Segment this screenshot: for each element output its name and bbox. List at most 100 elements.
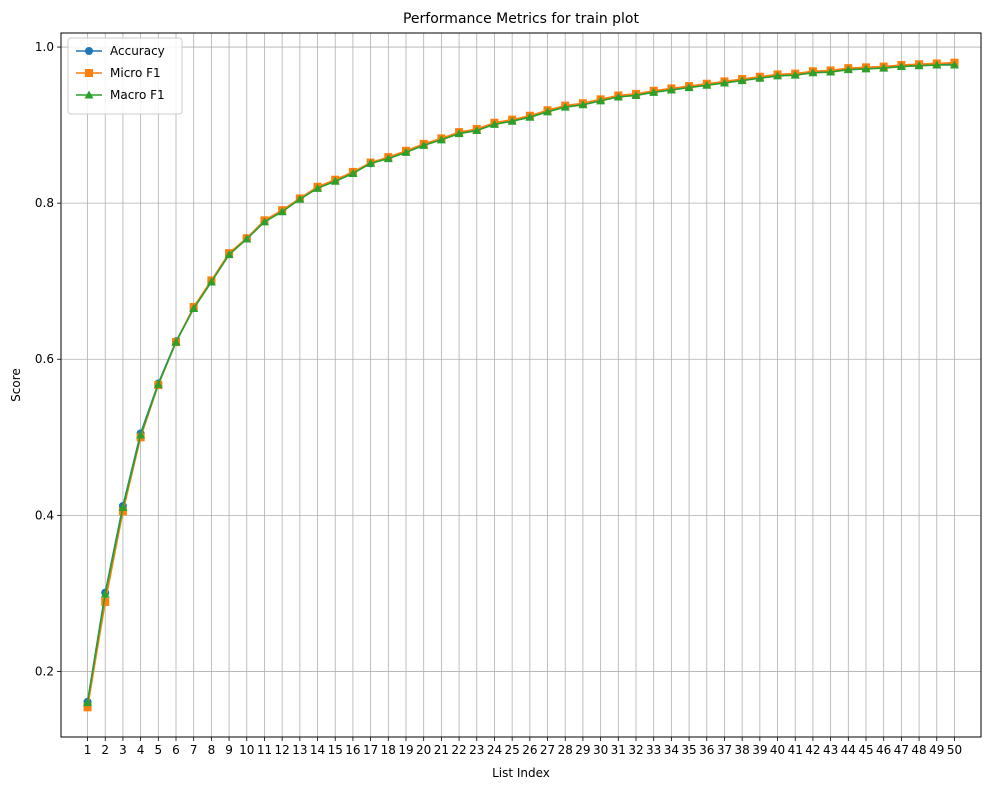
legend-marker: [84, 90, 94, 99]
data-point-macro-f1: [383, 154, 393, 163]
data-point-macro-f1: [454, 129, 464, 138]
data-point-macro-f1: [578, 100, 588, 109]
legend-label: Macro F1: [110, 88, 165, 102]
x-tick-label: 20: [416, 743, 431, 757]
x-tick-label: 19: [398, 743, 413, 757]
data-point-macro-f1: [719, 78, 729, 87]
x-tick-label: 36: [699, 743, 714, 757]
data-point-macro-f1: [613, 92, 623, 101]
data-point-macro-f1: [313, 183, 323, 192]
data-point-macro-f1: [861, 64, 871, 73]
y-tick-label: 0.8: [35, 196, 54, 210]
x-tick-label: 5: [154, 743, 162, 757]
series-macro-f1: [83, 60, 959, 707]
legend-marker: [85, 47, 93, 55]
x-tick-label: 43: [823, 743, 838, 757]
legend-item-micro-f1: Micro F1: [76, 66, 161, 80]
data-point-macro-f1: [189, 304, 199, 313]
legend-marker: [85, 69, 93, 77]
data-point-macro-f1: [666, 85, 676, 94]
x-tick-label: 12: [275, 743, 290, 757]
y-axis-label: Score: [9, 368, 23, 402]
x-tick-label: 32: [628, 743, 643, 757]
x-tick-label: 24: [487, 743, 502, 757]
x-tick-label: 10: [239, 743, 254, 757]
x-tick-label: 21: [434, 743, 449, 757]
data-point-macro-f1: [507, 116, 517, 125]
x-tick-label: 25: [505, 743, 520, 757]
legend: Accuracy Micro F1 Macro F1: [67, 37, 183, 115]
data-point-macro-f1: [560, 102, 570, 111]
x-tick-label: 26: [522, 743, 537, 757]
data-point-macro-f1: [755, 73, 765, 82]
y-tick-label: 0.2: [35, 664, 54, 678]
data-point-macro-f1: [525, 112, 535, 121]
y-tick-label: 0.4: [35, 508, 54, 522]
legend-item-accuracy: Accuracy: [76, 44, 165, 58]
data-point-macro-f1: [631, 90, 641, 99]
series-line-macro-f1: [86, 64, 955, 703]
data-point-micro-f1: [101, 597, 110, 606]
data-point-macro-f1: [136, 430, 146, 439]
data-point-macro-f1: [224, 250, 234, 259]
x-tick-label: 29: [575, 743, 590, 757]
x-tick-label: 13: [292, 743, 307, 757]
x-tick-label: 50: [947, 743, 962, 757]
x-tick-label: 7: [190, 743, 198, 757]
data-point-macro-f1: [737, 76, 747, 85]
data-point-macro-f1: [596, 96, 606, 105]
x-tick-label: 31: [611, 743, 626, 757]
data-point-macro-f1: [206, 277, 216, 286]
x-tick-label: 47: [894, 743, 909, 757]
data-point-macro-f1: [100, 589, 110, 598]
data-point-macro-f1: [348, 168, 358, 177]
series-line-accuracy: [86, 63, 955, 703]
series-accuracy: [83, 60, 959, 706]
x-tick-label: 11: [257, 743, 272, 757]
x-tick-label: 6: [172, 743, 180, 757]
data-point-macro-f1: [472, 126, 482, 135]
data-point-macro-f1: [277, 207, 287, 216]
data-point-macro-f1: [826, 67, 836, 76]
plot-area-frame: [60, 32, 982, 738]
legend-label: Micro F1: [110, 66, 161, 80]
x-tick-label: 46: [876, 743, 891, 757]
grid-lines: [61, 33, 981, 737]
x-tick-label: 1: [84, 743, 92, 757]
data-point-macro-f1: [949, 60, 959, 69]
x-tick-label: 45: [858, 743, 873, 757]
x-tick-label: 2: [101, 743, 109, 757]
x-tick-label: 3: [119, 743, 127, 757]
x-tick-label: 44: [841, 743, 856, 757]
data-point-macro-f1: [259, 217, 269, 226]
data-point-macro-f1: [83, 698, 93, 707]
data-point-macro-f1: [684, 83, 694, 92]
legend-label: Accuracy: [110, 44, 165, 58]
data-point-macro-f1: [436, 135, 446, 144]
y-tick-label: 1.0: [35, 40, 54, 54]
series-group: [83, 58, 959, 712]
x-tick-label: 33: [646, 743, 661, 757]
data-point-macro-f1: [843, 65, 853, 74]
series-line-micro-f1: [86, 61, 955, 708]
data-point-macro-f1: [879, 63, 889, 72]
data-point-macro-f1: [171, 337, 181, 346]
x-tick-label: 23: [469, 743, 484, 757]
x-tick-label: 8: [208, 743, 216, 757]
x-tick-label: 27: [540, 743, 555, 757]
data-point-macro-f1: [932, 60, 942, 69]
y-axis: 0.2 0.4 0.6 0.8 1.0: [35, 40, 61, 678]
x-tick-label: 14: [310, 743, 325, 757]
x-tick-label: 35: [681, 743, 696, 757]
series-micro-f1: [83, 58, 959, 712]
data-point-macro-f1: [702, 80, 712, 89]
data-point-macro-f1: [366, 158, 376, 167]
data-point-macro-f1: [295, 194, 305, 203]
x-tick-label: 9: [225, 743, 233, 757]
data-point-macro-f1: [808, 68, 818, 77]
data-point-macro-f1: [153, 379, 163, 388]
data-point-macro-f1: [419, 140, 429, 149]
x-tick-label: 4: [137, 743, 145, 757]
data-point-macro-f1: [790, 70, 800, 79]
